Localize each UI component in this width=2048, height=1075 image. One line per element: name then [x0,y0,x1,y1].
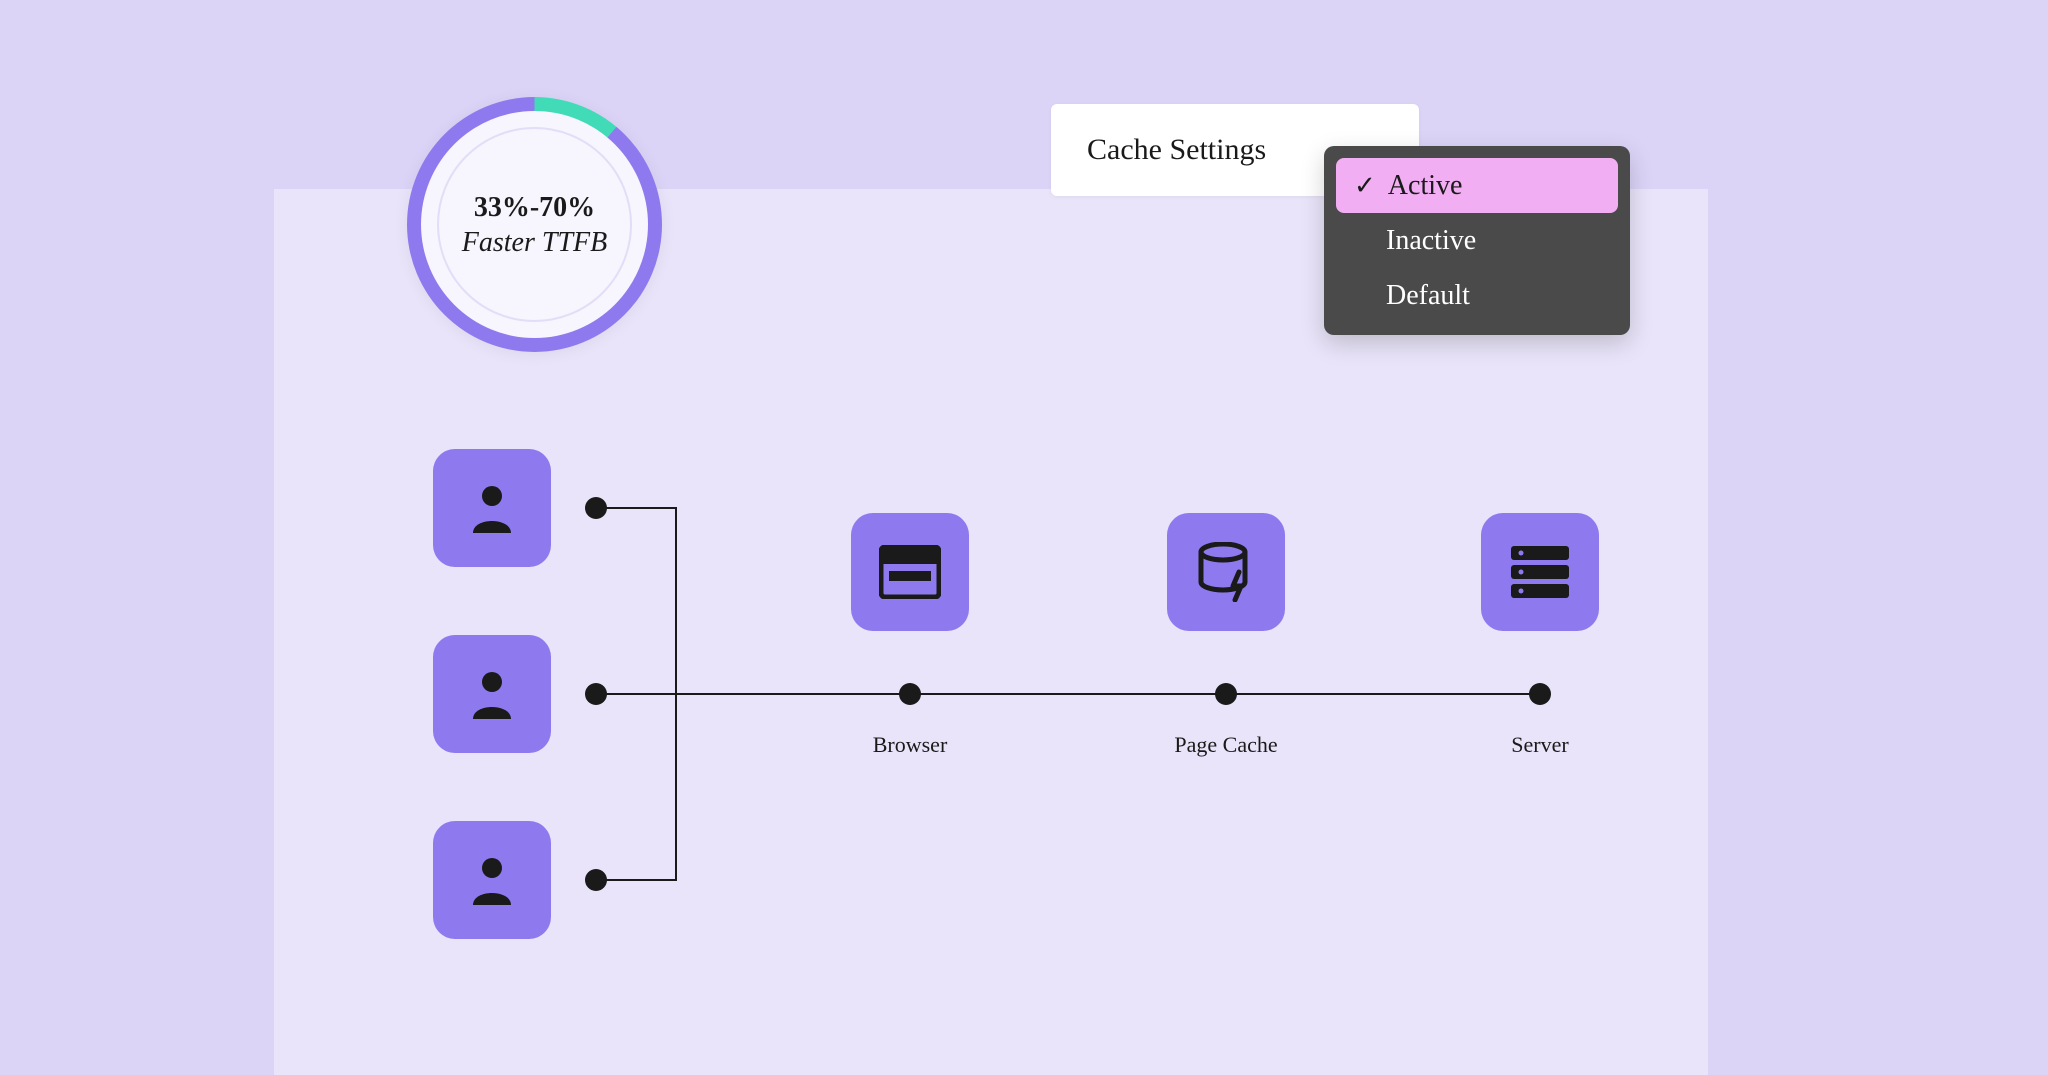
user-node [433,821,551,939]
gauge-caption: Faster TTFB [462,225,607,260]
ttfb-gauge: 33%-70% Faster TTFB [407,97,662,352]
check-icon: ✓ [1354,171,1376,201]
connector-line [596,693,1540,695]
connector-dot [585,683,607,705]
cache-icon [1197,542,1255,602]
connector-dot [899,683,921,705]
server-label: Server [1511,732,1568,758]
user-node [433,449,551,567]
page-cache-node [1167,513,1285,631]
connector-dot [1529,683,1551,705]
connector-dot [585,497,607,519]
cache-settings-label: Cache Settings [1087,133,1266,167]
dropdown-item-label: Active [1388,170,1463,202]
dropdown-item-label: Default [1386,280,1470,312]
gauge-stat: 33%-70% [474,190,595,225]
connector-dot [585,869,607,891]
user-icon [469,669,515,719]
page-cache-label: Page Cache [1174,732,1277,758]
dropdown-item-label: Inactive [1386,225,1476,257]
dropdown-item-inactive[interactable]: Inactive [1336,213,1618,268]
dropdown-item-default[interactable]: Default [1336,268,1618,323]
browser-label: Browser [873,732,948,758]
user-node [433,635,551,753]
browser-icon [879,545,941,599]
user-icon [469,855,515,905]
cache-settings-dropdown: ✓ Active Inactive Default [1324,146,1630,335]
connector-line [596,507,676,509]
connector-line [596,879,676,881]
server-icon [1509,544,1571,600]
browser-node [851,513,969,631]
dropdown-item-active[interactable]: ✓ Active [1336,158,1618,213]
connector-dot [1215,683,1237,705]
server-node [1481,513,1599,631]
user-icon [469,483,515,533]
